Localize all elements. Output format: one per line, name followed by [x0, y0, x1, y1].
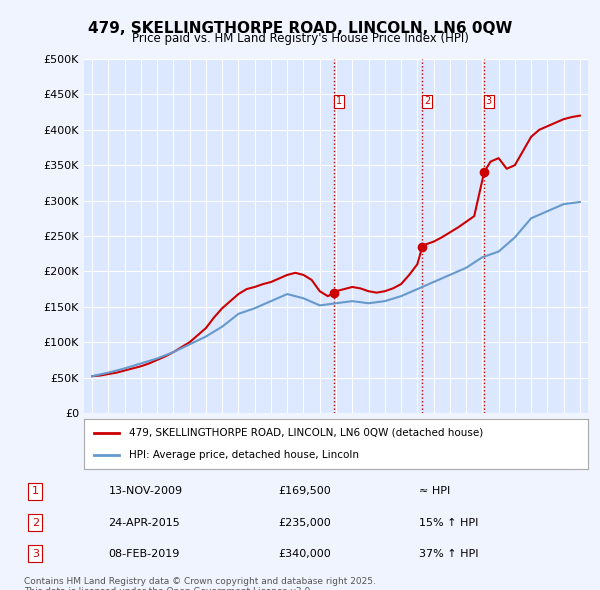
Text: 3: 3 — [32, 549, 39, 559]
Text: 479, SKELLINGTHORPE ROAD, LINCOLN, LN6 0QW (detached house): 479, SKELLINGTHORPE ROAD, LINCOLN, LN6 0… — [130, 428, 484, 438]
Text: 3: 3 — [486, 97, 492, 106]
Text: 479, SKELLINGTHORPE ROAD, LINCOLN, LN6 0QW: 479, SKELLINGTHORPE ROAD, LINCOLN, LN6 0… — [88, 21, 512, 35]
Text: 2: 2 — [32, 517, 39, 527]
Text: £235,000: £235,000 — [278, 517, 331, 527]
Text: 1: 1 — [32, 486, 39, 496]
Text: 2: 2 — [424, 97, 430, 106]
Text: 1: 1 — [335, 97, 341, 106]
Text: 24-APR-2015: 24-APR-2015 — [109, 517, 181, 527]
Text: Price paid vs. HM Land Registry's House Price Index (HPI): Price paid vs. HM Land Registry's House … — [131, 32, 469, 45]
Text: 08-FEB-2019: 08-FEB-2019 — [109, 549, 180, 559]
Text: ≈ HPI: ≈ HPI — [419, 486, 450, 496]
Text: £169,500: £169,500 — [278, 486, 331, 496]
Text: 37% ↑ HPI: 37% ↑ HPI — [419, 549, 478, 559]
Text: £340,000: £340,000 — [278, 549, 331, 559]
Text: HPI: Average price, detached house, Lincoln: HPI: Average price, detached house, Linc… — [130, 450, 359, 460]
Text: Contains HM Land Registry data © Crown copyright and database right 2025.
This d: Contains HM Land Registry data © Crown c… — [24, 577, 376, 590]
Text: 13-NOV-2009: 13-NOV-2009 — [109, 486, 183, 496]
Text: 15% ↑ HPI: 15% ↑ HPI — [419, 517, 478, 527]
